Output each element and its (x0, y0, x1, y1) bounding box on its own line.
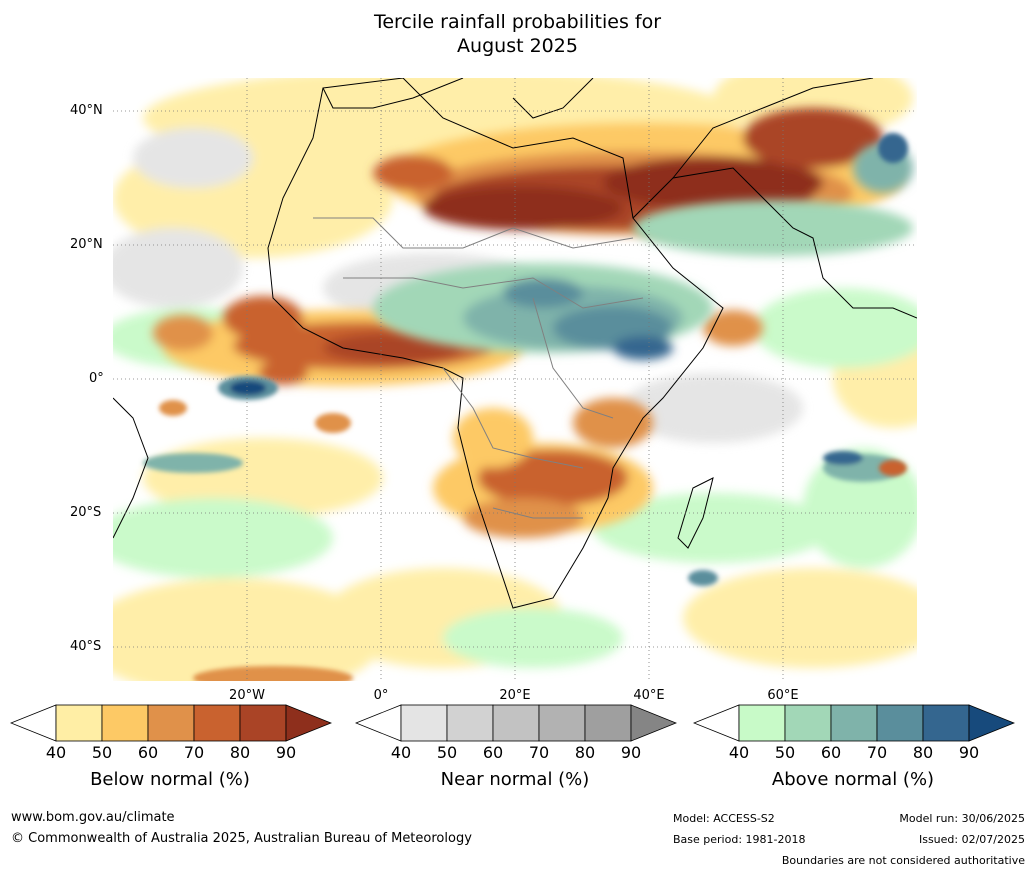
footer-copyright: © Commonwealth of Australia 2025, Austra… (11, 831, 472, 846)
colorbar-near-swatch-4 (538, 704, 586, 742)
rainfall-probability-map (113, 78, 917, 681)
colorbar-below-tick: 70 (183, 743, 205, 762)
colorbar-near-swatch-1 (400, 704, 448, 742)
colorbar-above-tick: 90 (958, 743, 980, 762)
colorbar-near-max-arrow (630, 704, 677, 742)
colorbar-below-swatch-1 (55, 704, 103, 742)
colorbar-below-tick: 50 (91, 743, 113, 762)
colorbar-above-label: Above normal (%) (771, 769, 935, 790)
colorbar-below-tick: 80 (229, 743, 251, 762)
colorbar-above-tick: 80 (912, 743, 934, 762)
colorbar-below-swatch-3 (147, 704, 195, 742)
lon-label-20w: 20°W (229, 688, 265, 703)
footer-model-run: Model run: 30/06/2025 (899, 812, 1025, 825)
colorbar-below-max-arrow (285, 704, 332, 742)
colorbar-near-swatch-5 (584, 704, 632, 742)
colorbar-below-swatch-4 (193, 704, 241, 742)
colorbar-near-tick: 70 (528, 743, 550, 762)
colorbar-above-tick: 40 (728, 743, 750, 762)
lat-label-40n: 40°N (70, 103, 103, 118)
colorbar-near-normal (355, 704, 677, 742)
lat-label-equator: 0° (89, 371, 104, 386)
colorbar-near-tick: 50 (436, 743, 458, 762)
colorbar-below-swatch-5 (239, 704, 287, 742)
lon-label-20e: 20°E (499, 688, 531, 703)
colorbar-near-min-arrow (355, 704, 402, 742)
map-title: Tercile rainfall probabilities for Augus… (0, 10, 1035, 58)
colorbar-above-tick: 60 (820, 743, 842, 762)
colorbar-above-swatch-1 (738, 704, 786, 742)
title-line-2: August 2025 (457, 35, 578, 57)
colorbar-near-label: Near normal (%) (440, 769, 590, 790)
footer-model: Model: ACCESS-S2 (673, 812, 775, 825)
lat-label-40s: 40°S (70, 639, 102, 654)
colorbar-above-max-arrow (968, 704, 1015, 742)
colorbar-near-tick: 90 (620, 743, 642, 762)
footer-url-link[interactable]: www.bom.gov.au/climate (11, 810, 175, 825)
colorbar-near-swatch-3 (492, 704, 540, 742)
colorbar-above-swatch-3 (830, 704, 878, 742)
lat-label-20s: 20°S (70, 505, 102, 520)
colorbar-above-tick: 50 (774, 743, 796, 762)
footer-disclaimer: Boundaries are not considered authoritat… (781, 854, 1025, 867)
footer-base-period: Base period: 1981-2018 (673, 833, 806, 846)
footer-issued: Issued: 02/07/2025 (918, 833, 1025, 846)
colorbar-above-swatch-2 (784, 704, 832, 742)
colorbar-above-normal (693, 704, 1015, 742)
lon-label-0: 0° (373, 688, 389, 703)
colorbar-above-swatch-5 (922, 704, 970, 742)
colorbar-near-tick: 80 (574, 743, 596, 762)
colorbar-near-tick: 40 (390, 743, 412, 762)
colorbar-above-tick: 70 (866, 743, 888, 762)
title-line-1: Tercile rainfall probabilities for (373, 11, 662, 33)
colorbar-below-tick: 60 (137, 743, 159, 762)
colorbar-below-normal (10, 704, 332, 742)
lon-label-60e: 60°E (767, 688, 799, 703)
colorbar-below-label: Below normal (%) (90, 769, 250, 790)
colorbar-above-swatch-4 (876, 704, 924, 742)
lon-label-40e: 40°E (633, 688, 665, 703)
colorbar-below-swatch-2 (101, 704, 149, 742)
colorbar-near-swatch-2 (446, 704, 494, 742)
colorbar-near-tick: 60 (482, 743, 504, 762)
lat-label-20n: 20°N (70, 237, 103, 252)
colorbar-below-min-arrow (10, 704, 57, 742)
colorbar-below-tick: 40 (45, 743, 67, 762)
colorbar-below-tick: 90 (275, 743, 297, 762)
colorbar-above-min-arrow (693, 704, 740, 742)
